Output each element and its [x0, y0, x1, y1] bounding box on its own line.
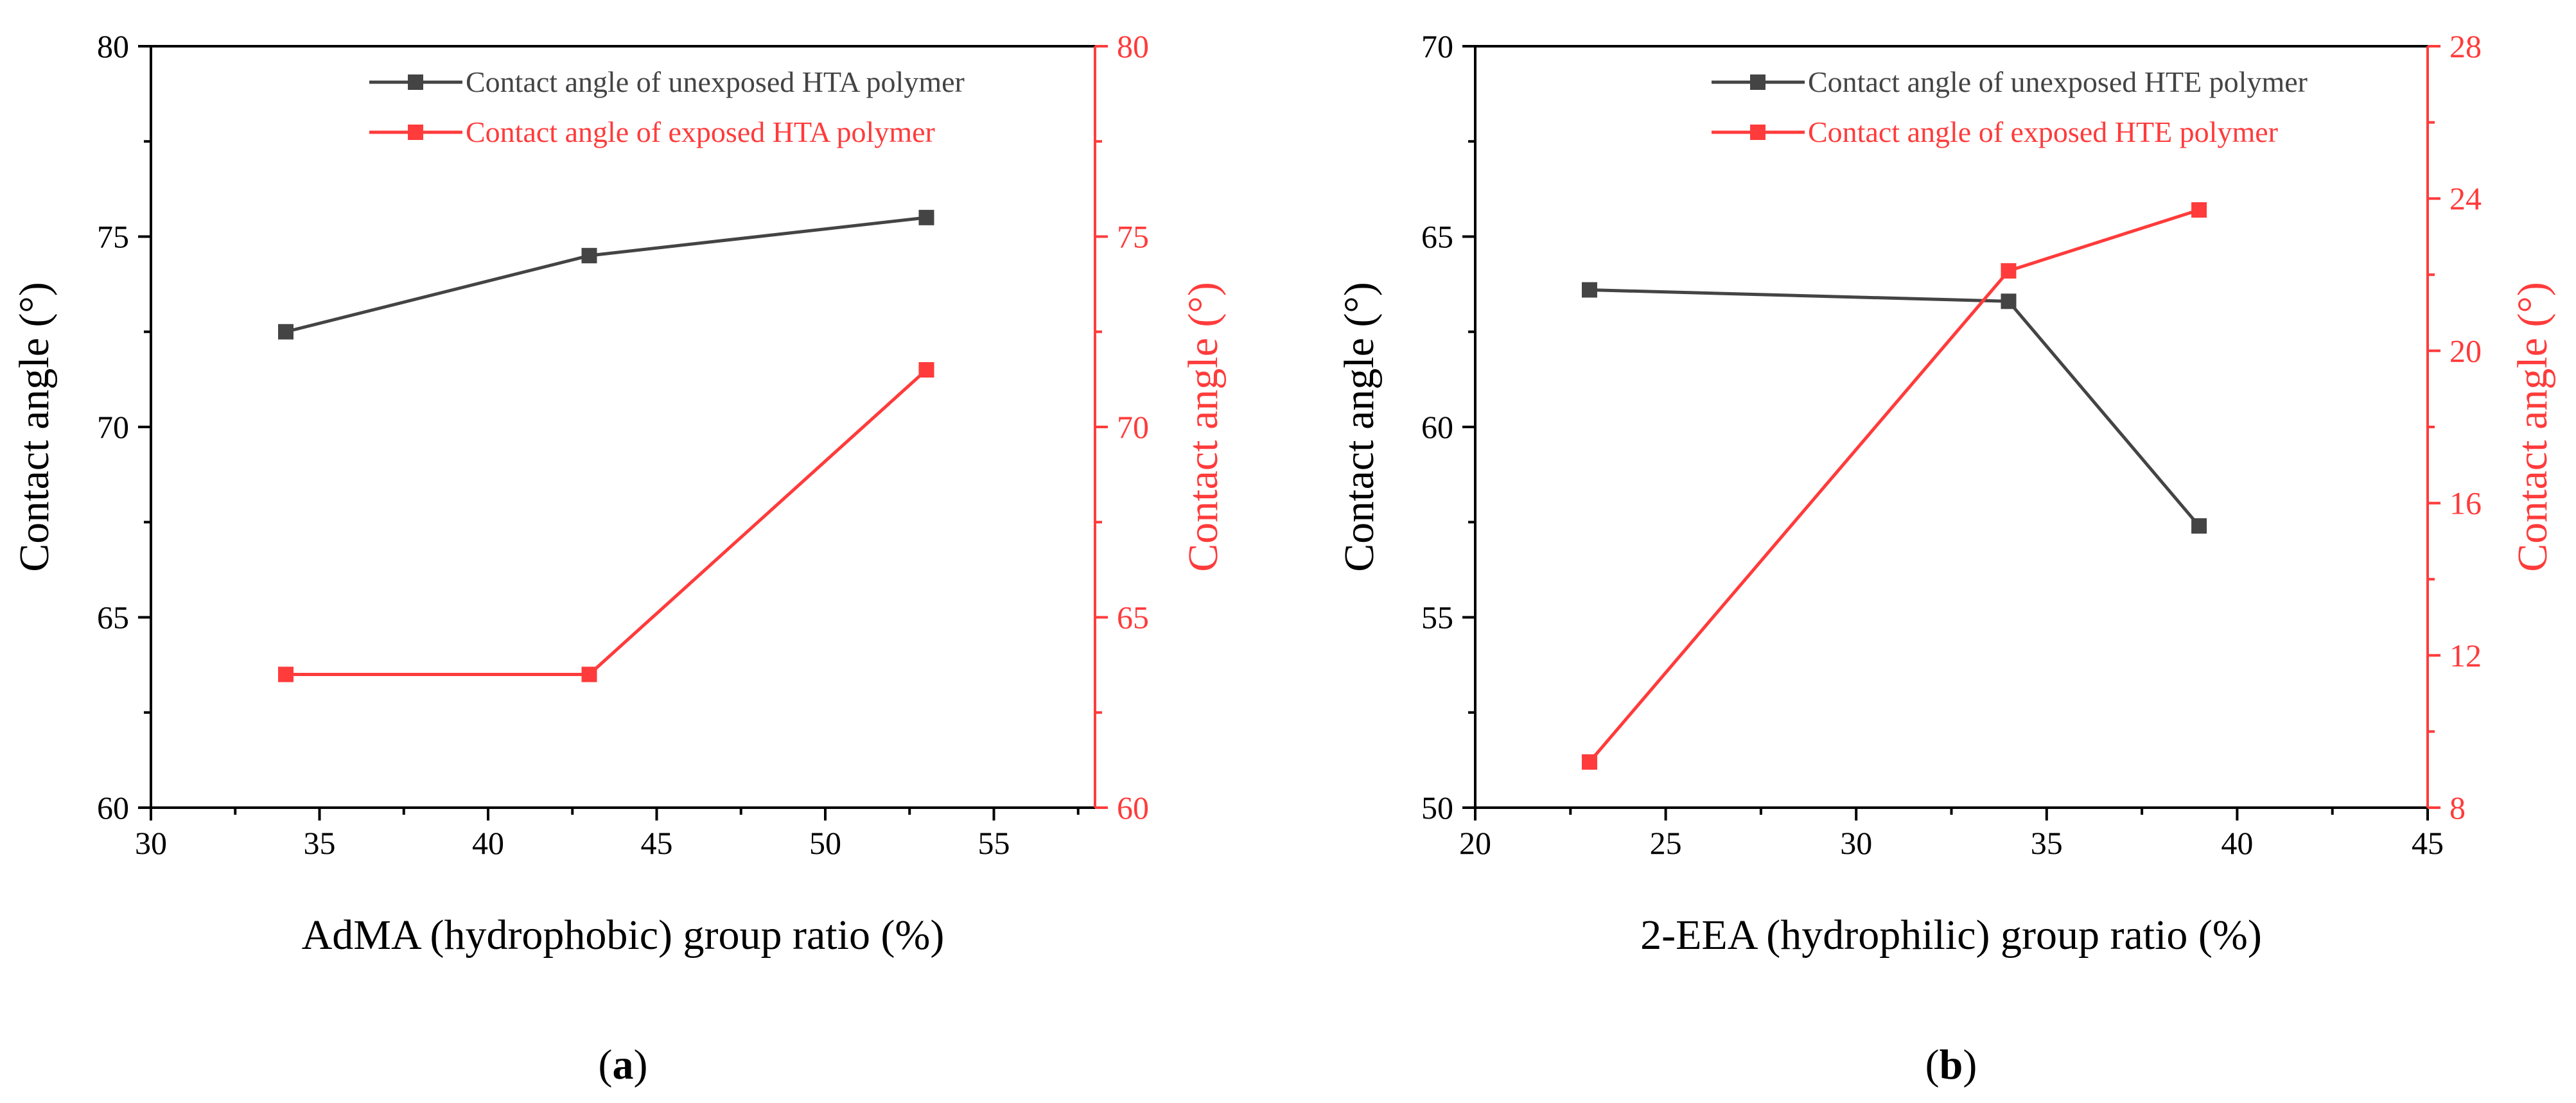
y-tick-label-left: 70 [97, 409, 129, 445]
chart-panel-a: 30 35 40 45 50 55 60 65 70 75 80 60 65 70 75 80 AdMA (hy… [11, 28, 1227, 1088]
legend-swatch-marker [408, 74, 423, 90]
legend: Contact angle of unexposed HTE polymer Co… [1712, 65, 2308, 148]
data-point-unexposed [581, 248, 597, 264]
y-tick-label-left: 80 [97, 28, 129, 64]
x-tick-label: 45 [641, 825, 673, 861]
y-tick-label-left: 75 [97, 219, 129, 255]
data-point-exposed [1581, 754, 1597, 770]
legend-label: Contact angle of unexposed HTA polymer [466, 65, 965, 98]
panel-label: (a) [599, 1041, 648, 1088]
y-tick-label-right: 65 [1117, 600, 1149, 636]
x-tick-label: 35 [304, 825, 336, 861]
legend-swatch-marker [1750, 74, 1766, 90]
series-line-unexposed [1589, 288, 2200, 527]
x-tick-label: 40 [2221, 825, 2253, 861]
x-tick-label: 35 [2031, 825, 2063, 861]
panel-label-letter: a [613, 1041, 634, 1088]
data-point-exposed [918, 362, 934, 378]
y-tick-label-right: 60 [1117, 790, 1149, 826]
legend-label: Contact angle of exposed HTE polymer [1808, 116, 2278, 148]
y-tick-label-right: 70 [1117, 409, 1149, 445]
y-tick-label-left: 50 [1421, 790, 1453, 826]
legend-label: Contact angle of unexposed HTE polymer [1808, 65, 2308, 98]
x-axis-title: 2-EEA (hydrophilic) group ratio (%) [1640, 912, 2262, 959]
chart-panel-b: 20 25 30 35 40 45 50 55 60 65 70 8 12 16 20 24 28 2-EEA (… [1336, 28, 2556, 1088]
series-line-exposed [286, 369, 928, 676]
legend-swatch-marker [408, 125, 423, 140]
data-point-unexposed [278, 324, 294, 340]
panel-label-letter: b [1940, 1041, 1963, 1088]
x-tick-label: 40 [472, 825, 504, 861]
x-tick-label: 30 [135, 825, 167, 861]
panel-label: (b) [1925, 1041, 1977, 1088]
y-tick-label-right: 75 [1117, 219, 1149, 255]
y-tick-label-left: 60 [1421, 409, 1453, 445]
data-point-unexposed [1581, 282, 1597, 298]
x-tick-label: 30 [1840, 825, 1872, 861]
y-tick-label-right: 20 [2449, 333, 2482, 369]
x-tick-label: 25 [1650, 825, 1682, 861]
y-axis-title-left: Contact angle (°) [11, 282, 58, 572]
x-tick-label: 20 [1459, 825, 1491, 861]
data-point-exposed [2001, 263, 2017, 279]
x-tick-label: 50 [809, 825, 841, 861]
y-tick-label-left: 65 [1421, 219, 1453, 255]
y-axis-title-right: Contact angle (°) [1180, 282, 1227, 572]
y-tick-label-left: 70 [1421, 28, 1453, 64]
x-tick-label: 55 [978, 825, 1010, 861]
y-tick-label-left: 55 [1421, 600, 1453, 636]
y-axis-title-right: Contact angle (°) [2509, 282, 2556, 572]
y-tick-label-right: 8 [2449, 790, 2466, 826]
y-tick-label-left: 65 [97, 600, 129, 636]
y-tick-label-right: 28 [2449, 28, 2482, 64]
legend: Contact angle of unexposed HTA polymer Co… [369, 65, 965, 148]
data-point-exposed [278, 666, 294, 682]
y-axis-title-left: Contact angle (°) [1336, 282, 1383, 572]
data-point-unexposed [2191, 518, 2207, 534]
data-point-exposed [2191, 202, 2207, 218]
y-tick-label-right: 12 [2449, 638, 2482, 673]
data-point-unexposed [918, 209, 934, 225]
series-line-unexposed [285, 216, 927, 334]
data-point-unexposed [2001, 293, 2017, 309]
y-tick-label-right: 24 [2449, 180, 2482, 216]
x-tick-label: 45 [2412, 825, 2444, 861]
data-point-exposed [581, 666, 597, 682]
legend-label: Contact angle of exposed HTA polymer [466, 116, 935, 148]
y-tick-label-left: 60 [97, 790, 129, 826]
legend-swatch-marker [1750, 125, 1766, 140]
x-axis-title: AdMA (hydrophobic) group ratio (%) [302, 912, 945, 959]
y-tick-label-right: 80 [1117, 28, 1149, 64]
y-tick-label-right: 16 [2449, 485, 2482, 521]
